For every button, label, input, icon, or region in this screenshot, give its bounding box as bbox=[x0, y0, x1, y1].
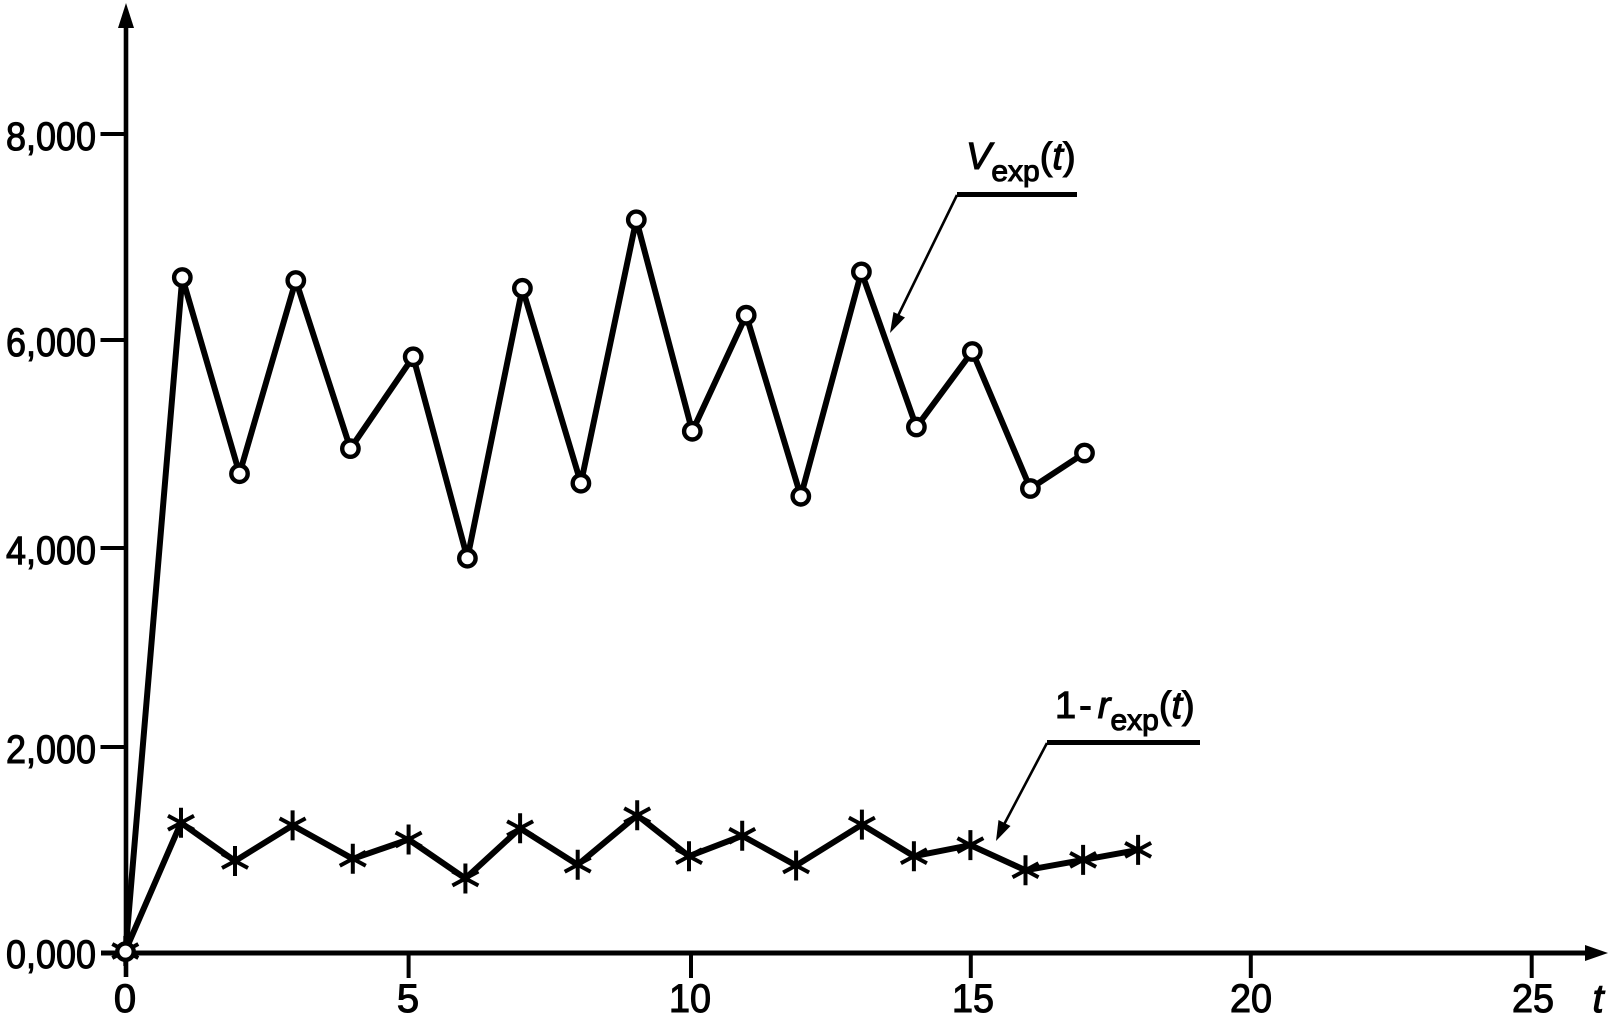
svg-text:t: t bbox=[1592, 977, 1605, 1016]
svg-text:15: 15 bbox=[952, 977, 994, 1016]
svg-text:5: 5 bbox=[397, 977, 419, 1016]
svg-text:0,000: 0,000 bbox=[6, 933, 96, 977]
svg-text:Vexp(t): Vexp(t) bbox=[966, 136, 1076, 188]
svg-text:20: 20 bbox=[1230, 977, 1272, 1016]
svg-text:4,000: 4,000 bbox=[6, 529, 96, 573]
svg-text:0: 0 bbox=[114, 977, 136, 1016]
svg-text:1-rexp(t): 1- rexp(t) bbox=[1055, 685, 1195, 737]
svg-text:10: 10 bbox=[669, 977, 711, 1016]
svg-text:6,000: 6,000 bbox=[6, 321, 96, 365]
svg-text:25: 25 bbox=[1512, 977, 1554, 1016]
svg-text:2,000: 2,000 bbox=[6, 728, 96, 772]
svg-text:8,000: 8,000 bbox=[6, 115, 96, 159]
